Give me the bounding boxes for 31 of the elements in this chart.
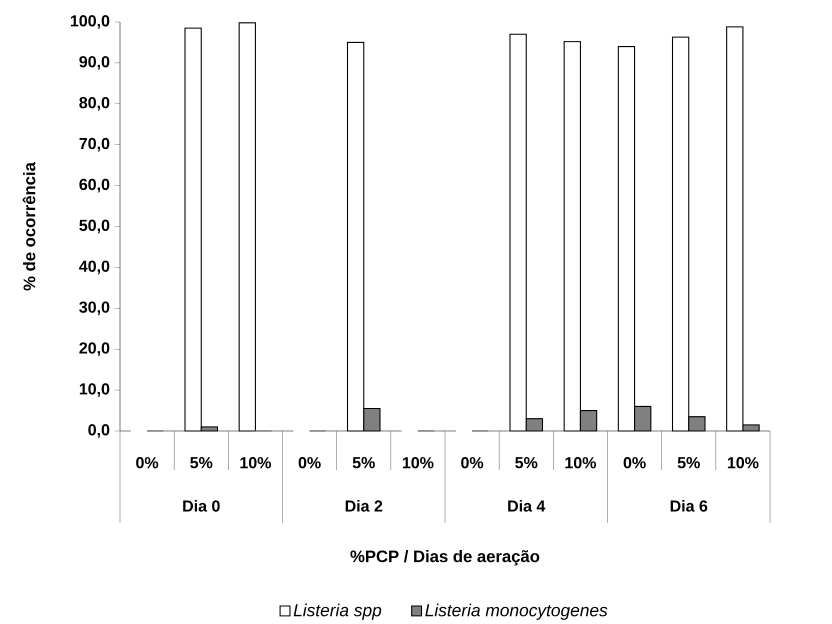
x-tick-label: 0% — [298, 457, 321, 468]
y-tick-label: 50,0 — [79, 220, 110, 234]
y-tick-label: 0,0 — [88, 424, 110, 438]
x-tick-label: 5% — [515, 457, 538, 468]
y-tick-label: 30,0 — [79, 301, 110, 316]
text: Dia 0 — [183, 500, 220, 512]
y-tick-label: 80,0 — [79, 96, 110, 111]
x-tick-label: 0% — [136, 457, 158, 468]
x-tick-label: 10% — [565, 457, 596, 468]
x-tick-label: 5% — [678, 457, 700, 468]
y-tick-label: 20,0 — [79, 342, 110, 356]
y-tick-label: 100,0 — [70, 15, 110, 29]
y-tick-label: 60,0 — [79, 178, 110, 192]
x-tick-label: 5% — [190, 457, 212, 468]
text: Dia 6 — [670, 500, 708, 512]
y-tick-label: 40,0 — [79, 260, 110, 274]
legend-label: Listeria monocytogenes — [425, 604, 608, 620]
x-tick-label: 10% — [728, 457, 758, 468]
x-tick-label: 10% — [240, 457, 271, 468]
text: Dia 4 — [508, 500, 546, 512]
x-tick-label: 0% — [461, 457, 484, 468]
x-tick-label: 10% — [402, 457, 434, 468]
y-axis-title: % de ocorrência — [22, 162, 36, 290]
x-axis-title: %PCP / Dias de aeração — [350, 550, 540, 566]
legend-label: Listeria spp — [294, 604, 382, 620]
x-tick-label: 5% — [352, 457, 375, 468]
x-tick-label: 0% — [624, 457, 646, 468]
y-tick-label: 70,0 — [80, 138, 110, 152]
text: Dia 2 — [346, 500, 382, 512]
y-tick-label: 90,0 — [79, 56, 110, 70]
y-tick-label: 10,0 — [80, 383, 110, 397]
